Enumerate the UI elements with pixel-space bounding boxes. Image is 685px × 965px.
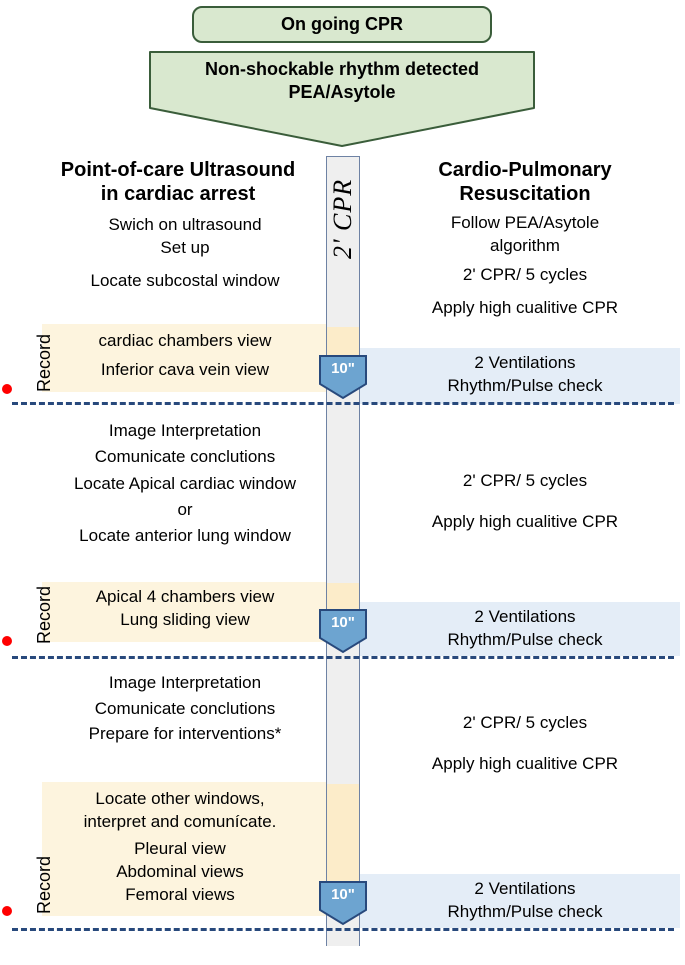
header-top-box-wrap: On going CPR: [192, 6, 492, 43]
l-s1a: Swich on ultrasound: [60, 214, 310, 237]
header-top-text: On going CPR: [281, 14, 403, 34]
r-s1c: 2' CPR/ 5 cycles: [390, 264, 660, 287]
right-chk1: 2 Ventilations Rhythm/Pulse check: [390, 352, 660, 398]
record-group-3: Record: [0, 822, 42, 922]
r-s3b: Apply high cualitive CPR: [390, 753, 660, 776]
right-col-h2: Resuscitation: [390, 182, 660, 206]
right-chk2: 2 Ventilations Rhythm/Pulse check: [390, 606, 660, 652]
r-s1d: Apply high cualitive CPR: [390, 297, 660, 320]
record-label-3: Record: [34, 856, 55, 914]
check-badge-1: 10": [318, 354, 368, 402]
record-label-1: Record: [34, 334, 55, 392]
r-chk3a: 2 Ventilations: [390, 878, 660, 901]
right-col-heading: Cardio-Pulmonary Resuscitation: [390, 158, 660, 206]
bar-yellow-2: [326, 583, 360, 609]
l-s1c: Locate subcostal window: [60, 270, 310, 293]
l-s1b: Set up: [60, 237, 310, 260]
l-rec3e: Femoral views: [50, 884, 310, 907]
l-rec2a: Apical 4 chambers view: [50, 586, 320, 609]
check-badge-1-label: 10": [318, 360, 368, 377]
left-s3: Image Interpretation Comunicate concluti…: [50, 670, 320, 747]
l-s3c: Prepare for interventions*: [50, 721, 320, 747]
l-rec3a: Locate other windows,: [50, 788, 310, 811]
left-rec2: Apical 4 chambers view Lung sliding view: [50, 586, 320, 632]
l-rec3b: interpret and comunícate.: [50, 811, 310, 834]
bar-yellow-3: [326, 784, 360, 884]
right-chk3: 2 Ventilations Rhythm/Pulse check: [390, 878, 660, 924]
left-col-h1: Point-of-care Ultrasound: [48, 158, 308, 182]
l-rec2b: Lung sliding view: [50, 609, 320, 632]
left-s1: Swich on ultrasound Set up Locate subcos…: [60, 214, 310, 293]
left-col-h2: in cardiac arrest: [48, 182, 308, 206]
r-chk2a: 2 Ventilations: [390, 606, 660, 629]
divider-1: [12, 402, 674, 405]
r-s2a: 2' CPR/ 5 cycles: [390, 470, 660, 493]
left-col-heading: Point-of-care Ultrasound in cardiac arre…: [48, 158, 308, 206]
l-rec1a: cardiac chambers view: [50, 330, 320, 353]
check-badge-2: 10": [318, 608, 368, 656]
r-s3a: 2' CPR/ 5 cycles: [390, 712, 660, 735]
l-s3b: Comunicate conclutions: [50, 696, 320, 722]
l-s2a: Image Interpretation: [50, 418, 320, 444]
l-s3a: Image Interpretation: [50, 670, 320, 696]
right-s3: 2' CPR/ 5 cycles Apply high cualitive CP…: [390, 712, 660, 776]
record-dot-3: [2, 906, 12, 916]
bar-yellow-1: [326, 327, 360, 355]
left-rec3: Locate other windows, interpret and comu…: [50, 788, 310, 907]
check-badge-3-label: 10": [318, 886, 368, 903]
r-s1b: algorithm: [390, 235, 660, 258]
header-second-box: Non-shockable rhythm detected PEA/Asytol…: [198, 58, 486, 103]
record-label-2: Record: [34, 586, 55, 644]
header-second-l1: Non-shockable rhythm detected: [198, 58, 486, 81]
record-group-1: Record: [0, 320, 42, 400]
l-s2c: Locate Apical cardiac window: [50, 471, 320, 497]
r-chk2b: Rhythm/Pulse check: [390, 629, 660, 652]
center-cpr-label: 2' CPR: [326, 160, 360, 278]
l-s2d: or: [50, 497, 320, 523]
r-chk1a: 2 Ventilations: [390, 352, 660, 375]
check-badge-2-label: 10": [318, 614, 368, 631]
header-second-l2: PEA/Asytole: [198, 81, 486, 104]
record-dot-1: [2, 384, 12, 394]
r-chk1b: Rhythm/Pulse check: [390, 375, 660, 398]
record-dot-2: [2, 636, 12, 646]
left-rec1: cardiac chambers view Inferior cava vein…: [50, 330, 320, 382]
r-s1a: Follow PEA/Asytole: [390, 212, 660, 235]
l-s2b: Comunicate conclutions: [50, 444, 320, 470]
check-badge-3: 10": [318, 880, 368, 928]
right-s1: Follow PEA/Asytole algorithm 2' CPR/ 5 c…: [390, 212, 660, 320]
divider-2: [12, 656, 674, 659]
l-rec3c: Pleural view: [50, 838, 310, 861]
record-group-2: Record: [0, 576, 42, 656]
r-s2b: Apply high cualitive CPR: [390, 511, 660, 534]
r-chk3b: Rhythm/Pulse check: [390, 901, 660, 924]
l-rec3d: Abdominal views: [50, 861, 310, 884]
l-s2e: Locate anterior lung window: [50, 523, 320, 549]
left-s2: Image Interpretation Comunicate concluti…: [50, 418, 320, 550]
divider-3: [12, 928, 674, 931]
right-col-h1: Cardio-Pulmonary: [390, 158, 660, 182]
right-s2: 2' CPR/ 5 cycles Apply high cualitive CP…: [390, 470, 660, 534]
l-rec1b: Inferior cava vein view: [50, 359, 320, 382]
header-top-box: On going CPR: [192, 6, 492, 43]
